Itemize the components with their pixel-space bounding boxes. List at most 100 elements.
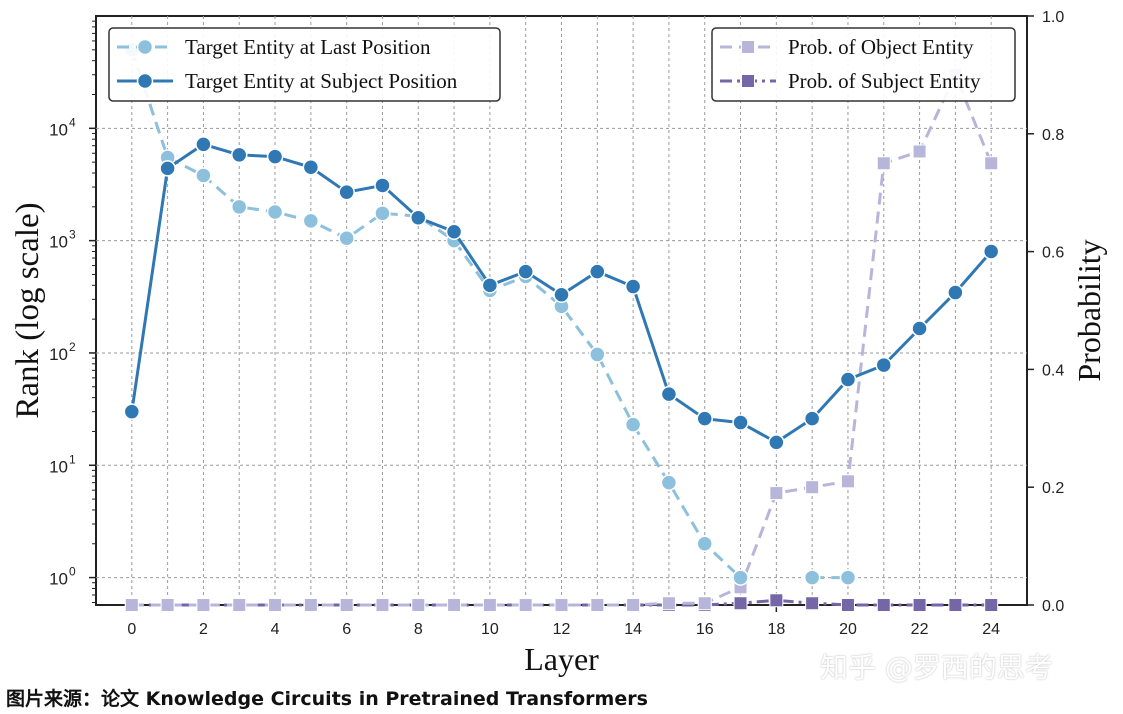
x-tick-label: 10: [481, 621, 499, 638]
data-point: [805, 596, 820, 611]
data-point: [303, 598, 318, 612]
legend-label: Target Entity at Subject Position: [185, 69, 458, 93]
legend-marker: [136, 72, 154, 90]
x-tick-label: 6: [342, 621, 351, 638]
data-point: [947, 284, 964, 301]
y-right-tick-label: 1.0: [1042, 9, 1064, 26]
data-point: [839, 371, 857, 388]
x-tick-label: 12: [553, 621, 571, 638]
data-point: [732, 569, 749, 586]
y-left-tick-exponent: 4: [69, 115, 76, 129]
data-point: [876, 598, 891, 612]
y-left-tick-label: 10: [49, 345, 68, 364]
data-point: [661, 596, 676, 611]
data-point: [375, 598, 390, 612]
data-point: [696, 535, 713, 553]
data-point: [624, 416, 642, 433]
watermark: 知乎 @罗西的思考: [820, 651, 1053, 684]
legend-right: Prob. of Object Entity Prob. of Subject E…: [711, 27, 1016, 102]
x-tick-label: 8: [414, 621, 423, 638]
series-line: [130, 49, 742, 579]
x-tick-label: 14: [624, 621, 642, 638]
data-point: [769, 593, 784, 608]
data-point: [123, 403, 141, 420]
data-point: [266, 148, 284, 165]
data-point: [840, 474, 855, 489]
y-right-tick-label: 0.6: [1042, 245, 1064, 262]
y-left-tick-label: 10: [49, 233, 68, 252]
data-point: [626, 598, 641, 612]
data-point: [159, 160, 176, 177]
data-point: [589, 346, 606, 363]
data-point: [912, 598, 927, 612]
y-right-tick-label: 0.2: [1042, 480, 1064, 497]
series-target-entity-at-last-position: [123, 41, 857, 586]
data-point: [374, 205, 391, 222]
y-left-tick-exponent: 2: [69, 340, 76, 354]
grid: [96, 16, 1027, 605]
y-right-tick-label: 0.0: [1042, 598, 1064, 615]
x-tick-label: 4: [271, 621, 280, 638]
data-point: [302, 159, 320, 176]
data-point: [948, 598, 963, 612]
data-point: [374, 177, 391, 194]
data-point: [660, 474, 678, 491]
data-point: [840, 598, 855, 612]
y-axis-label-right: Probability: [1071, 239, 1107, 381]
x-tick-label: 24: [982, 621, 1000, 638]
y-right-tick-label: 0.4: [1042, 362, 1064, 379]
y-left-tick-label: 10: [49, 120, 68, 139]
data-point: [196, 598, 211, 612]
legend-marker: [136, 38, 154, 56]
legend-marker: [741, 40, 755, 54]
data-point: [876, 156, 891, 171]
data-point: [445, 223, 463, 240]
data-point: [769, 486, 784, 501]
data-point: [554, 598, 569, 612]
data-point: [302, 212, 320, 230]
legends: Target Entity at Last Position Target Ent…: [108, 27, 1016, 102]
x-axis-label: Layer: [524, 641, 599, 677]
x-tick-label: 20: [839, 621, 857, 638]
legend-box: [108, 27, 501, 102]
data-point: [266, 203, 284, 221]
data-point: [803, 569, 821, 586]
data-point: [589, 263, 606, 280]
legend-label: Prob. of Subject Entity: [788, 69, 981, 93]
series-target-entity-at-subject-position: [123, 136, 1000, 451]
data-point: [624, 278, 642, 295]
data-point: [124, 598, 139, 612]
data-point: [338, 230, 355, 247]
data-point: [195, 167, 212, 184]
data-point: [411, 598, 426, 612]
series: [123, 41, 1000, 612]
data-point: [768, 434, 785, 451]
legend-label: Prob. of Object Entity: [788, 35, 974, 59]
data-point: [839, 569, 857, 586]
data-point: [696, 410, 713, 427]
data-point: [875, 356, 893, 374]
data-point: [195, 136, 212, 153]
legend-marker: [741, 74, 755, 88]
data-point: [660, 385, 678, 403]
data-point: [517, 263, 534, 280]
data-point: [911, 320, 928, 337]
y-left-tick-label: 10: [49, 457, 68, 476]
data-point: [410, 209, 427, 226]
y-left-tick-label: 10: [49, 570, 68, 589]
data-point: [590, 598, 605, 612]
data-point: [447, 598, 462, 612]
data-point: [481, 277, 499, 294]
y-left-tick-exponent: 1: [69, 452, 76, 466]
data-point: [912, 144, 927, 159]
figure-caption: 图片来源：论文 Knowledge Circuits in Pretrained…: [6, 688, 648, 710]
data-point: [232, 598, 247, 612]
data-point: [160, 598, 175, 612]
data-point: [733, 596, 748, 611]
data-point: [482, 598, 497, 612]
data-point: [230, 146, 248, 164]
legend-left: Target Entity at Last Position Target Ent…: [108, 27, 501, 102]
x-tick-label: 16: [696, 621, 714, 638]
data-point: [805, 480, 820, 495]
